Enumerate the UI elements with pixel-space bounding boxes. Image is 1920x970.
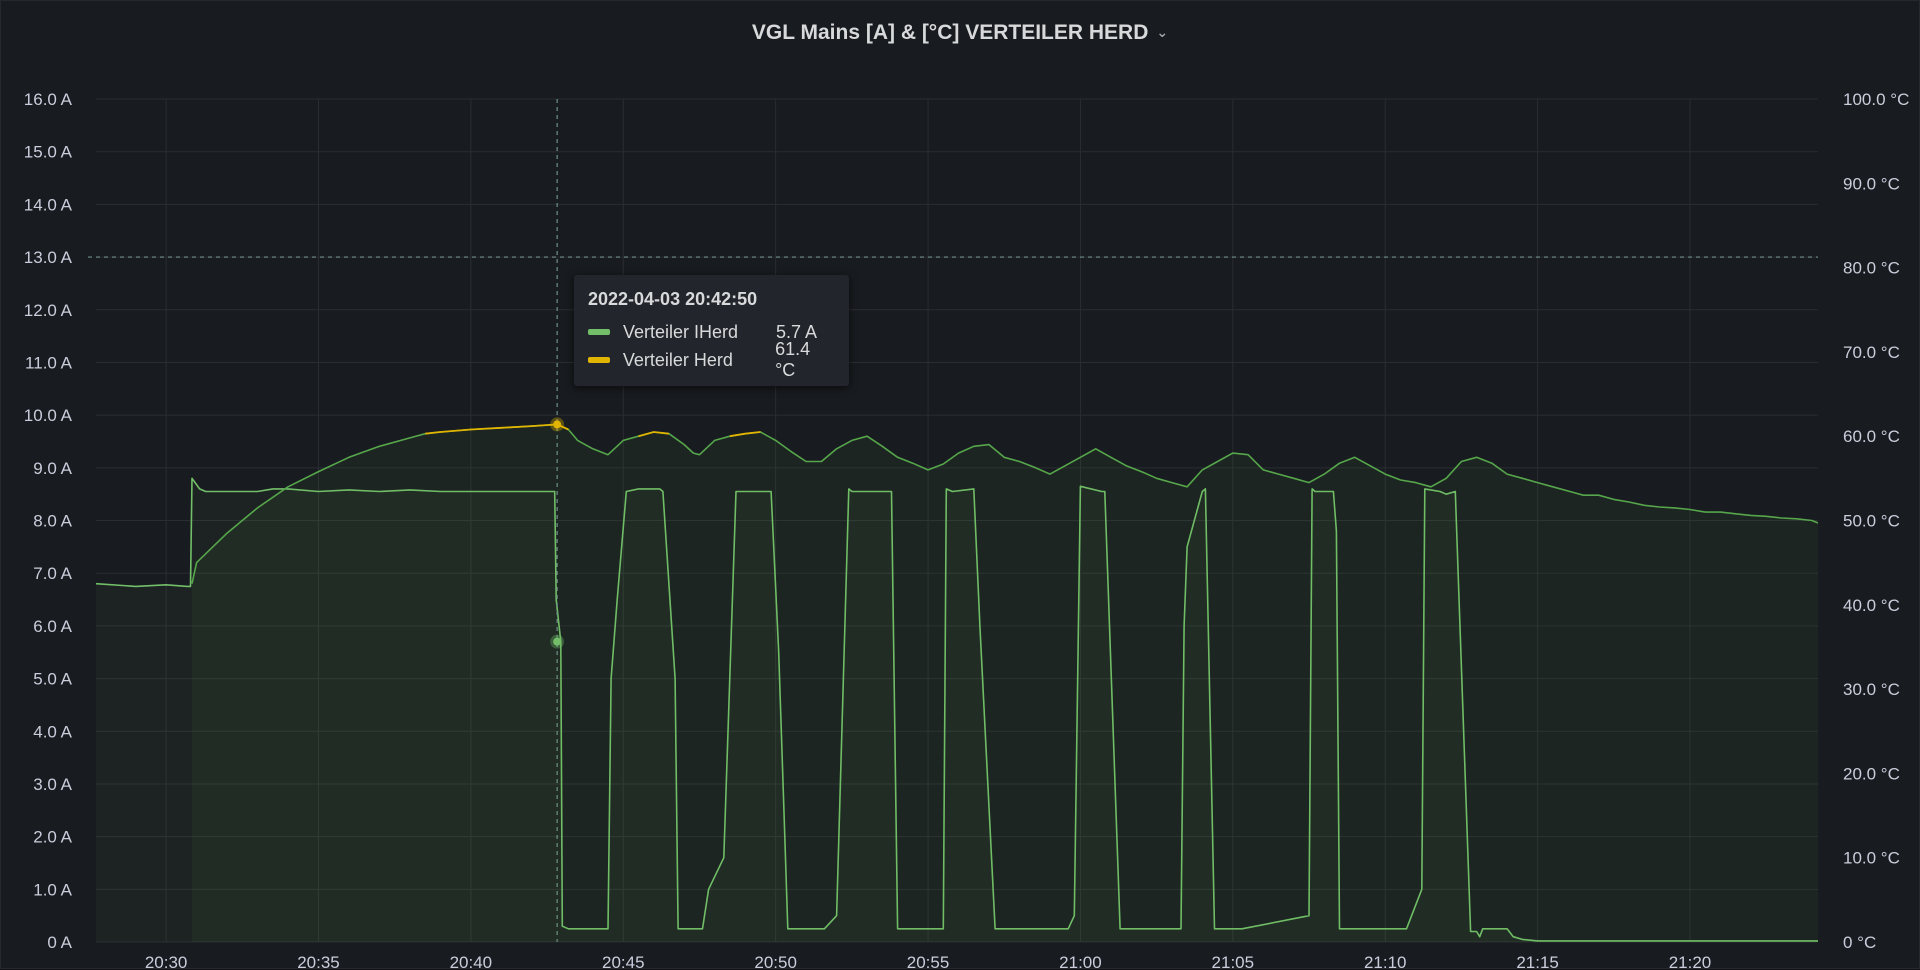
x-tick-label: 21:00 [1059,953,1102,970]
tooltip-series-name: Verteiler Herd [622,349,733,370]
cursor [550,99,565,942]
series-line-highlight [729,431,761,438]
y-tick-label-right: 50.0 °C [1843,512,1900,531]
y-axis-left: 0 A 1.0 A 2.0 A 3.0 A 4.0 A 5.0 A 6.0 A 7.0 A 8.… [24,90,73,952]
cursor-point-current [553,637,562,646]
y-tick-label-right: 100.0 °C [1843,90,1909,109]
tooltip-series-value: 5.7 A [776,321,818,342]
series-line [191,423,1819,584]
x-tick-label: 21:20 [1669,953,1712,970]
y-tick-label-right: 40.0 °C [1843,596,1900,615]
y-axis-right: 0 °C 10.0 °C 20.0 °C 30.0 °C 40.0 °C 50.0 °C 6… [1843,90,1909,952]
panel-title-text[interactable]: VGL Mains [A] & [°C] VERTEILER HERD [751,21,1149,44]
series-area [96,478,1818,942]
x-tick-label: 21:15 [1516,953,1559,970]
tooltip: 2022-04-03 20:42:50 Verteiler IHerd 5.7 … [574,275,849,386]
y-tick-label-right: 20.0 °C [1843,764,1900,783]
x-tick-label: 20:30 [145,953,188,970]
x-tick-label: 21:10 [1364,953,1407,970]
series-area [192,424,1818,942]
grid [96,98,1818,943]
y-tick-label-left: 8.0 A [33,512,72,531]
tooltip-series-name: Verteiler IHerd [623,321,739,342]
series-layer [95,423,1819,942]
y-tick-label-left: 15.0 A [24,143,73,162]
y-tick-label-left: 2.0 A [33,828,72,847]
legend-swatch-temp [588,357,610,363]
chevron-down-icon[interactable]: ⌄ [1156,24,1169,40]
y-tick-label-left: 11.0 A [25,353,73,372]
series-line-highlight [638,431,670,438]
tooltip-time: 2022-04-03 20:42:50 [588,289,758,309]
y-tick-label-right: 90.0 °C [1843,174,1900,193]
x-tick-label: 20:55 [907,953,950,970]
x-axis: 20:30 20:35 20:40 20:45 20:50 20:55 21:00 21:05… [145,953,1711,970]
legend-swatch-current [588,329,610,335]
x-tick-label: 20:35 [297,953,340,970]
x-tick-label: 20:45 [602,953,645,970]
x-tick-label: 20:50 [754,953,797,970]
y-tick-label-right: 30.0 °C [1843,680,1900,699]
y-tick-label-left: 6.0 A [33,617,72,636]
tooltip-row-current: Verteiler IHerd 5.7 A [588,318,835,346]
y-tick-label-left: 9.0 A [33,459,72,478]
y-tick-label-left: 10.0 A [24,406,73,425]
y-tick-label-right: 10.0 °C [1843,849,1900,868]
series-line [95,477,1818,942]
y-tick-label-left: 0 A [47,933,72,952]
panel-title[interactable]: VGL Mains [A] & [°C] VERTEILER HERD ⌄ [1,21,1919,45]
tooltip-row-temp: Verteiler Herd 61.4 °C [588,339,835,380]
y-tick-label-right: 80.0 °C [1843,259,1900,278]
y-tick-label-left: 5.0 A [33,670,72,689]
y-tick-label-left: 7.0 A [33,564,72,583]
y-tick-label-left: 3.0 A [33,775,72,794]
y-tick-label-right: 0 °C [1843,933,1876,952]
y-tick-label-left: 14.0 A [24,195,73,214]
y-tick-label-left: 13.0 A [24,248,73,267]
tooltip-series-value: 61.4 °C [775,339,811,380]
y-tick-label-left: 12.0 A [24,301,73,320]
x-tick-label: 20:40 [450,953,493,970]
x-tick-label: 21:05 [1212,953,1255,970]
y-tick-label-left: 16.0 A [24,90,73,109]
y-tick-label-right: 70.0 °C [1843,343,1900,362]
cursor-point-temp [553,420,562,429]
y-tick-label-left: 1.0 A [33,880,72,899]
y-tick-label-right: 60.0 °C [1843,427,1900,446]
y-tick-label-left: 4.0 A [33,722,72,741]
